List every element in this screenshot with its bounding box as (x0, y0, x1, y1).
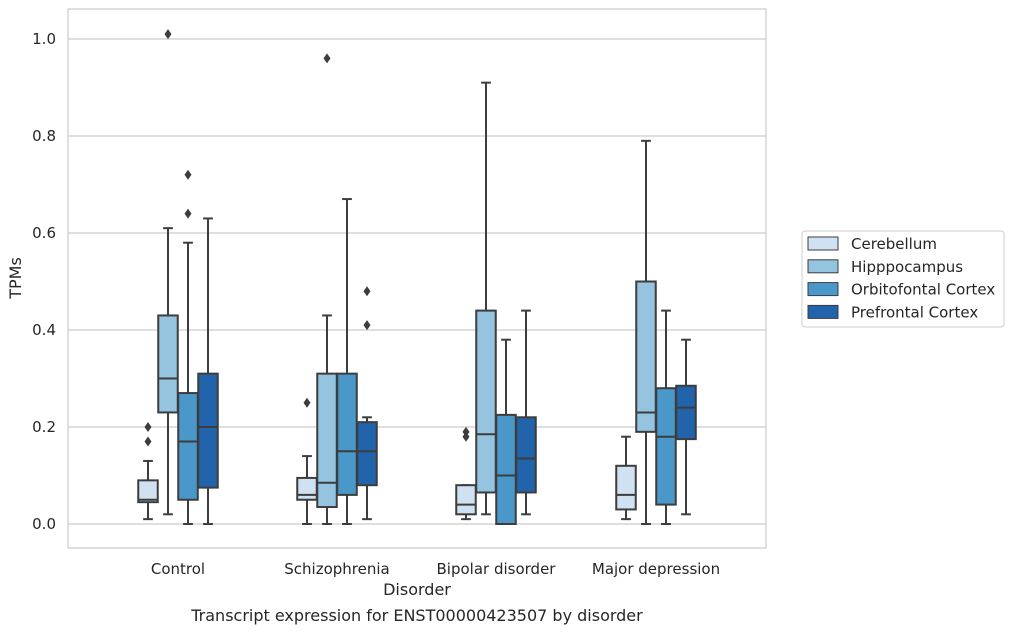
box-iqr (137, 479, 159, 504)
box-orbitofontal-cortex (495, 338, 517, 525)
boxes-layer (137, 29, 697, 525)
box-cerebellum (137, 422, 159, 521)
outlier-point (363, 320, 371, 331)
box-iqr (336, 372, 358, 496)
x-tick-label: Control (151, 560, 205, 578)
y-tick-label: 0.2 (32, 418, 56, 436)
box-hipppocampus (475, 81, 497, 516)
legend-swatch (807, 282, 839, 297)
x-tick-labels: Control Schizophrenia Bipolar disorder Majo… (151, 560, 720, 578)
figure-caption: Transcript expression for ENST0000042350… (191, 606, 643, 625)
legend-swatch (807, 304, 839, 319)
legend-label: Cerebellum (851, 235, 937, 253)
box-iqr (675, 384, 697, 441)
box-iqr (475, 309, 497, 494)
box-iqr (655, 387, 677, 506)
outlier-point (303, 397, 311, 408)
box-cerebellum (296, 397, 318, 525)
x-tick-label: Schizophrenia (284, 560, 389, 578)
box-orbitofontal-cortex (655, 309, 677, 525)
box-iqr (495, 413, 517, 525)
legend-label: Hipppocampus (851, 258, 963, 276)
box-cerebellum (615, 435, 637, 521)
y-axis-label: TPMs (6, 257, 25, 300)
legend-label: Prefrontal Cortex (851, 303, 978, 321)
outlier-point (144, 422, 152, 432)
box-iqr (615, 464, 637, 511)
outlier-point (144, 436, 152, 447)
box-prefrontal-cortex (675, 338, 697, 516)
outlier-point (363, 286, 371, 297)
plot-area-frame (67, 8, 767, 549)
box-orbitofontal-cortex (336, 198, 358, 525)
box-prefrontal-cortex (356, 286, 378, 521)
box-iqr (157, 314, 179, 414)
box-iqr (177, 392, 199, 501)
box-prefrontal-cortex (197, 217, 219, 525)
x-axis-label: Disorder (383, 580, 451, 599)
legend: Cerebellum Hipppocampus Orbitofontal Corte… (801, 230, 1005, 328)
x-tick-label: Bipolar disorder (437, 560, 557, 578)
y-tick-label: 1.0 (32, 30, 56, 48)
outlier-point (184, 169, 192, 180)
box-orbitofontal-cortex (177, 169, 199, 525)
y-tick-label: 0.6 (32, 224, 56, 242)
box-iqr (197, 372, 219, 489)
legend-swatch (807, 259, 839, 274)
box-hipppocampus (316, 53, 338, 525)
legend-swatch (807, 236, 839, 251)
box-iqr (635, 280, 657, 433)
y-tick-label: 0.0 (32, 515, 56, 533)
legend-frame (801, 230, 1005, 328)
box-iqr (455, 484, 477, 516)
outlier-point (323, 53, 331, 64)
box-hipppocampus (635, 139, 657, 525)
outlier-point (184, 208, 192, 219)
y-tick-labels: 0.0 0.2 0.4 0.6 0.8 1.0 (32, 30, 56, 533)
outlier-point (164, 29, 172, 40)
box-hipppocampus (157, 29, 179, 516)
box-cerebellum (455, 426, 477, 521)
y-tick-label: 0.4 (32, 321, 56, 339)
x-tick-label: Major depression (592, 560, 720, 578)
box-iqr (356, 421, 378, 487)
box-iqr (296, 476, 318, 501)
outlier-point (462, 426, 470, 437)
box-prefrontal-cortex (515, 309, 537, 516)
box-iqr (515, 416, 537, 494)
y-tick-label: 0.8 (32, 127, 56, 145)
box-iqr (316, 372, 338, 509)
legend-label: Orbitofontal Cortex (851, 281, 995, 299)
